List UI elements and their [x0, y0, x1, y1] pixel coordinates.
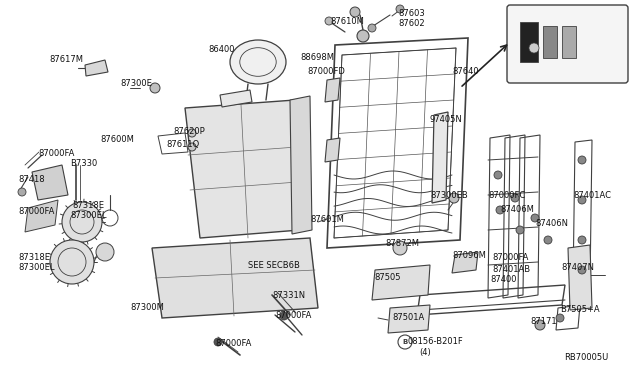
- Text: 87406N: 87406N: [535, 219, 568, 228]
- Text: 87401AB: 87401AB: [492, 266, 530, 275]
- Circle shape: [578, 236, 586, 244]
- Text: SEE SECB6B: SEE SECB6B: [248, 260, 300, 269]
- Text: 88698M: 88698M: [300, 52, 334, 61]
- Text: 87300M: 87300M: [130, 304, 164, 312]
- Circle shape: [96, 243, 114, 261]
- Circle shape: [188, 143, 196, 151]
- Circle shape: [449, 193, 459, 203]
- Circle shape: [18, 188, 26, 196]
- Text: 08156-B201F: 08156-B201F: [408, 337, 464, 346]
- Text: 87000FD: 87000FD: [307, 67, 345, 77]
- Text: 87318E: 87318E: [72, 201, 104, 209]
- Circle shape: [357, 30, 369, 42]
- Circle shape: [188, 129, 196, 137]
- Text: 87096M: 87096M: [452, 250, 486, 260]
- Polygon shape: [25, 200, 58, 232]
- Text: 87603: 87603: [398, 10, 425, 19]
- Text: 87000FA: 87000FA: [38, 148, 74, 157]
- Text: 87400: 87400: [490, 276, 516, 285]
- Text: 87872M: 87872M: [385, 240, 419, 248]
- Circle shape: [535, 320, 545, 330]
- Circle shape: [62, 202, 102, 242]
- Circle shape: [280, 312, 288, 320]
- Polygon shape: [452, 252, 478, 273]
- Polygon shape: [325, 78, 340, 102]
- Circle shape: [150, 83, 160, 93]
- Circle shape: [393, 241, 407, 255]
- Circle shape: [494, 171, 502, 179]
- Text: 87501A: 87501A: [392, 314, 424, 323]
- Text: 87000FA: 87000FA: [18, 206, 54, 215]
- Circle shape: [516, 226, 524, 234]
- Circle shape: [531, 214, 539, 222]
- Circle shape: [578, 156, 586, 164]
- Text: B: B: [403, 339, 408, 345]
- Circle shape: [350, 7, 360, 17]
- Polygon shape: [290, 96, 312, 234]
- Polygon shape: [388, 305, 430, 333]
- Text: 87318E: 87318E: [18, 253, 50, 263]
- Text: 87600M: 87600M: [100, 135, 134, 144]
- Polygon shape: [220, 90, 252, 107]
- Bar: [520, 22, 538, 62]
- Circle shape: [578, 266, 586, 274]
- Circle shape: [511, 194, 519, 202]
- Polygon shape: [185, 100, 300, 238]
- Text: 87617M: 87617M: [49, 55, 83, 64]
- Polygon shape: [372, 265, 430, 300]
- Text: 87171: 87171: [530, 317, 557, 327]
- Text: 87000FA: 87000FA: [492, 253, 529, 263]
- Text: 87000FA: 87000FA: [215, 340, 252, 349]
- Text: 87300EL: 87300EL: [18, 263, 54, 273]
- Text: 87505: 87505: [374, 273, 401, 282]
- Circle shape: [544, 236, 552, 244]
- Circle shape: [529, 43, 539, 53]
- Text: B7330: B7330: [70, 160, 97, 169]
- Text: (4): (4): [419, 347, 431, 356]
- Text: 87601M: 87601M: [310, 215, 344, 224]
- Ellipse shape: [230, 40, 286, 84]
- Text: 87000FA: 87000FA: [275, 311, 312, 321]
- Text: RB70005U: RB70005U: [564, 353, 608, 362]
- Text: 87300EL: 87300EL: [70, 212, 106, 221]
- Circle shape: [50, 240, 94, 284]
- Circle shape: [556, 314, 564, 322]
- Text: 87620P: 87620P: [173, 126, 205, 135]
- Circle shape: [368, 24, 376, 32]
- Text: 87300E: 87300E: [120, 78, 152, 87]
- Polygon shape: [432, 112, 448, 203]
- Circle shape: [214, 338, 222, 346]
- Text: 97405N: 97405N: [430, 115, 463, 125]
- Text: 87406M: 87406M: [500, 205, 534, 215]
- Text: 87401AC: 87401AC: [573, 192, 611, 201]
- Text: 87610M: 87610M: [330, 17, 364, 26]
- Circle shape: [578, 196, 586, 204]
- Text: 87640: 87640: [452, 67, 479, 77]
- Circle shape: [325, 17, 333, 25]
- Text: 87000FC: 87000FC: [488, 192, 525, 201]
- Bar: [543, 26, 557, 58]
- Text: 87602: 87602: [398, 19, 424, 29]
- Polygon shape: [152, 238, 318, 318]
- Text: 87331N: 87331N: [272, 291, 305, 299]
- Polygon shape: [568, 245, 592, 310]
- Polygon shape: [325, 138, 340, 162]
- FancyBboxPatch shape: [507, 5, 628, 83]
- Polygon shape: [85, 60, 108, 76]
- Text: B7505+A: B7505+A: [560, 305, 600, 314]
- Text: 87300EB: 87300EB: [430, 192, 468, 201]
- Circle shape: [496, 206, 504, 214]
- Text: 87611Q: 87611Q: [166, 140, 199, 148]
- Text: 87407N: 87407N: [561, 263, 594, 273]
- Text: 87418: 87418: [18, 174, 45, 183]
- Polygon shape: [32, 165, 68, 200]
- Text: 86400: 86400: [208, 45, 234, 55]
- Bar: [562, 26, 576, 58]
- Circle shape: [396, 5, 404, 13]
